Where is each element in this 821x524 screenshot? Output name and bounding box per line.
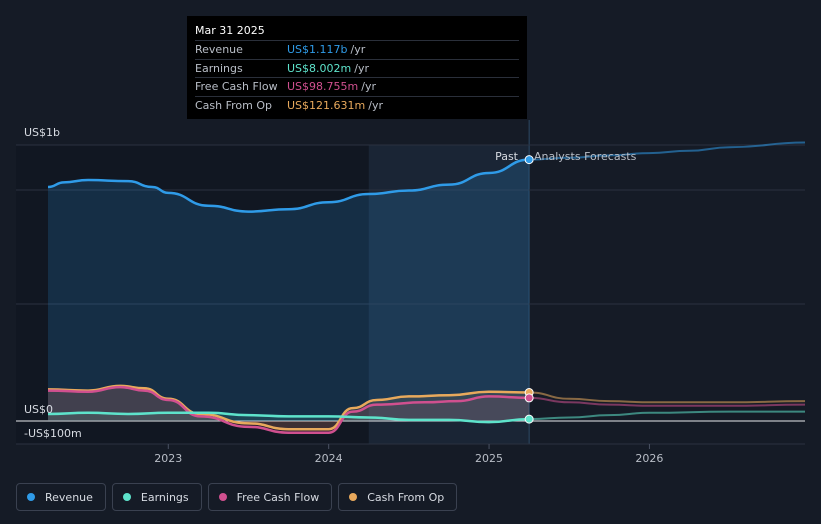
tooltip-unit: /yr [361, 80, 376, 93]
legend-item-free-cash-flow[interactable]: Free Cash Flow [207, 483, 333, 511]
free-cash-flow-line [47, 385, 530, 434]
y-axis-bottom-label: -US$100m [24, 427, 82, 440]
axis-labels: US$1b US$0 -US$100m Past Analysts Foreca… [24, 126, 663, 465]
legend-item-revenue[interactable]: Revenue [16, 483, 106, 511]
tooltip-unit: /yr [354, 61, 369, 75]
tooltip-unit: /yr [350, 43, 366, 56]
revenue-today-point [524, 155, 534, 165]
revenue-line [47, 158, 530, 213]
x-tick-label-2026: 2026 [635, 452, 663, 465]
earnings-today-point [524, 414, 534, 424]
pre-past-region [16, 145, 369, 444]
legend-item-earnings[interactable]: Earnings [111, 483, 202, 511]
tooltip-row-free-cash-flow: Free Cash Flow US$98.755m /yr [195, 77, 519, 96]
y-axis-top-label: US$1b [24, 126, 60, 139]
legend-label: Earnings [140, 490, 189, 504]
revenue-area [48, 159, 530, 421]
x-tick-label-2023: 2023 [154, 452, 182, 465]
legend-label: Free Cash Flow [236, 490, 320, 504]
tooltip-label: Earnings [195, 61, 243, 75]
tooltip-value: US$98.755m [287, 80, 359, 93]
x-tick-label-2024: 2024 [315, 452, 343, 465]
tooltip: Mar 31 2025 Revenue US$1.117b /yr Earnin… [187, 16, 527, 119]
earnings-dot-icon [122, 493, 131, 501]
tooltip-row-cash-from-op: Cash From Op US$121.631m /yr [195, 95, 519, 115]
today-markers [524, 155, 534, 424]
tooltip-row-earnings: Earnings US$8.002m /yr [195, 58, 519, 78]
legend: Revenue Earnings Free Cash Flow Cash Fro… [16, 483, 458, 511]
tooltip-value: US$8.002m [287, 61, 352, 75]
cash-from-op-dot-icon [349, 493, 358, 501]
tooltip-value: US$1.117b [287, 43, 348, 56]
tooltip-unit: /yr [368, 98, 383, 112]
earnings-line [47, 411, 530, 424]
chart-background [16, 120, 530, 444]
past-label: Past [495, 150, 519, 163]
y-axis-zero-label: US$0 [24, 403, 53, 416]
tooltip-label: Revenue [195, 43, 243, 56]
tooltip-value: US$121.631m [287, 98, 366, 112]
legend-label: Cash From Op [367, 490, 445, 504]
tooltip-label: Free Cash Flow [195, 80, 278, 93]
tooltip-row-revenue: Revenue US$1.117b /yr [195, 40, 519, 59]
series-lines [47, 141, 806, 434]
tooltip-date: Mar 31 2025 [195, 24, 265, 37]
legend-item-cash-from-op[interactable]: Cash From Op [338, 483, 458, 511]
free-cash-flow-dot-icon [218, 493, 227, 501]
revenue-dot-icon [27, 493, 35, 501]
tooltip-label: Cash From Op [195, 98, 273, 112]
x-tick-label-2025: 2025 [475, 452, 503, 465]
cash-from-op-line [47, 384, 530, 431]
forecast-label: Analysts Forecasts [534, 150, 637, 163]
free-cash-flow-today-point [524, 393, 534, 403]
legend-label: Revenue [45, 490, 93, 504]
